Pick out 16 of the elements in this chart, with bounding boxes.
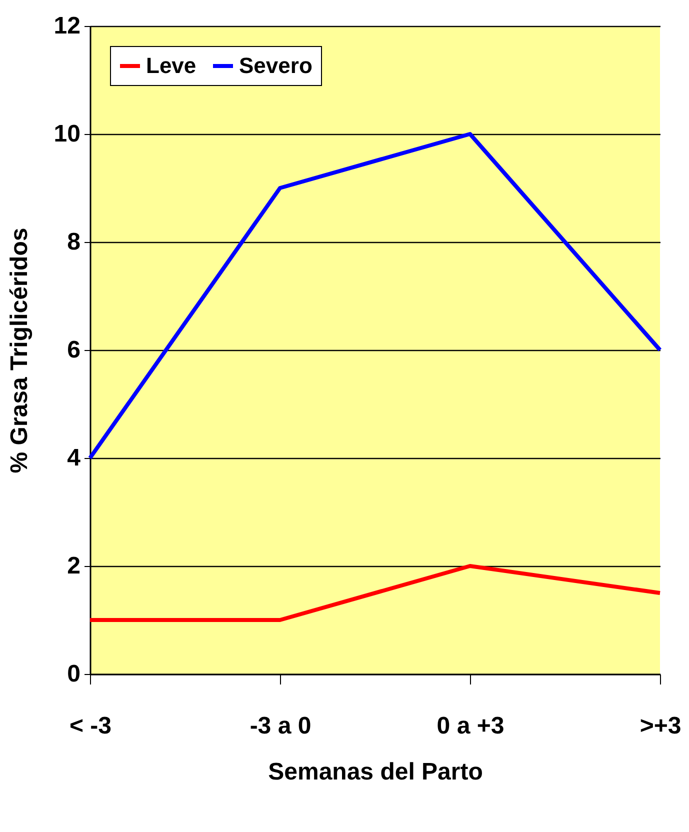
y-tick-label: 4 xyxy=(67,444,82,472)
y-tick-label: 10 xyxy=(54,120,80,148)
y-tick-label: 0 xyxy=(67,660,80,688)
y-axis-title: % Grasa Triglicéridos xyxy=(6,228,33,474)
x-axis-title: Semanas del Parto xyxy=(268,758,483,786)
y-tick-label: 2 xyxy=(67,552,80,580)
y-tick-label: 12 xyxy=(54,12,80,40)
legend-label: Severo xyxy=(239,53,312,78)
x-tick-label: 0 a +3 xyxy=(436,712,504,740)
line-series xyxy=(88,132,662,460)
legend-label: Leve xyxy=(146,53,196,78)
x-tick-label: < -3 xyxy=(69,712,112,740)
x-tick-label: >+3 xyxy=(640,712,682,740)
y-tick-label: 6 xyxy=(67,336,80,364)
x-tick-label: -3 a 0 xyxy=(250,712,312,740)
y-tick-label: 8 xyxy=(67,228,80,256)
